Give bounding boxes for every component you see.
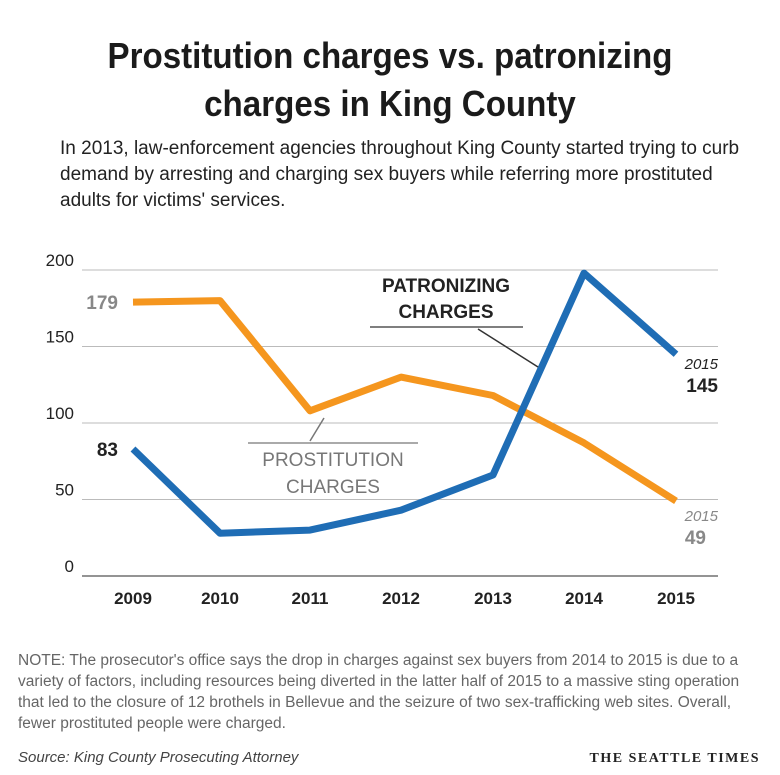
chart-title: Prostitution charges vs. patronizing cha…	[31, 32, 749, 128]
title-line-1: Prostitution charges vs. patronizing	[107, 35, 673, 76]
end-year-patronizing: 2015	[684, 356, 719, 373]
callout-leader-patronizing	[477, 328, 539, 368]
x-tick-label: 2014	[565, 589, 603, 608]
x-tick-label: 2015	[657, 589, 695, 608]
y-tick-label: 150	[46, 328, 74, 347]
chart-note: NOTE: The prosecutor's office says the d…	[18, 652, 740, 732]
y-tick-label: 100	[46, 404, 74, 423]
y-tick-label: 0	[65, 557, 74, 576]
title-line-2: charges in King County	[204, 83, 576, 124]
publisher-logo: THE SEATTLE TIMES	[589, 751, 760, 766]
end-label-patronizing: 145	[686, 376, 718, 397]
start-label-patronizing: 83	[97, 440, 118, 461]
series-label-patronizing-line1: PATRONIZING	[382, 276, 510, 297]
end-year-prostitution: 2015	[684, 508, 719, 525]
callout-leader-prostitution	[309, 417, 325, 442]
x-tick-label: 2013	[474, 589, 512, 608]
x-tick-label: 2011	[292, 589, 329, 608]
series-label-prostitution-line2: CHARGES	[286, 477, 380, 498]
x-tick-label: 2012	[382, 589, 420, 608]
end-label-prostitution: 49	[685, 528, 706, 549]
line-chart: 0 50 100 150 200 2009 2010 2011 2012 2013 2014 2015…	[46, 251, 719, 608]
chart-source: Source: King County Prosecuting Attorney	[18, 749, 299, 766]
x-tick-label: 2009	[114, 589, 152, 608]
series-label-patronizing-line2: CHARGES	[398, 302, 493, 323]
x-tick-label: 2010	[201, 589, 239, 608]
series-line-prostitution	[132, 297, 678, 504]
y-tick-label: 200	[46, 251, 74, 270]
y-tick-label: 50	[55, 481, 74, 500]
chart-subtitle: In 2013, law-enforcement agencies throug…	[60, 138, 740, 211]
series-label-prostitution-line1: PROSTITUTION	[262, 450, 403, 471]
start-label-prostitution: 179	[86, 293, 118, 314]
